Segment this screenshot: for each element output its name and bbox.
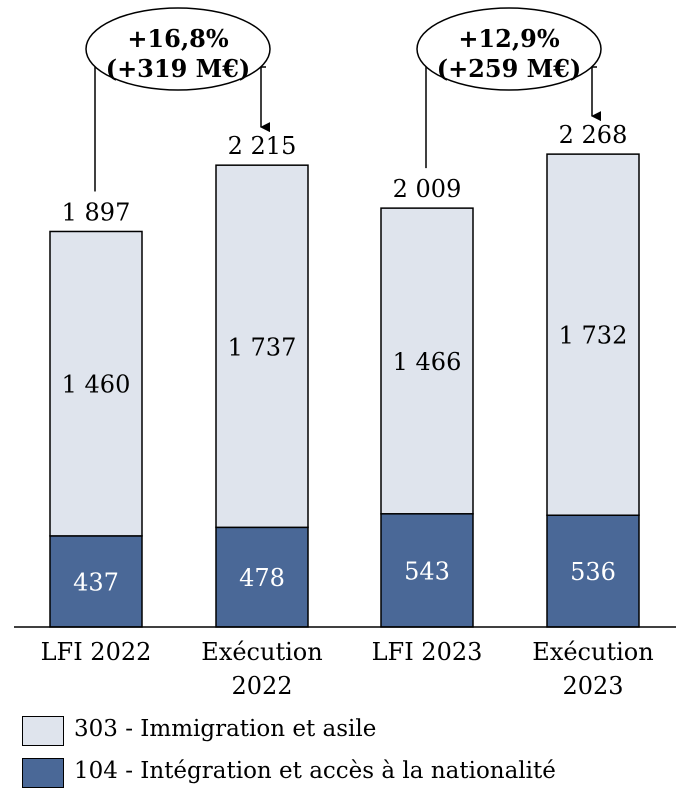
data-label-303: 1 732 [559, 322, 628, 350]
category-label: LFI 2022 [41, 638, 152, 666]
bar-segment-303 [49, 230, 143, 537]
annotation-ellipse [416, 7, 602, 91]
category-label: 2022 [231, 672, 292, 700]
data-label-303: 1 466 [393, 348, 462, 376]
data-label-104: 536 [570, 558, 616, 586]
legend-swatch-303 [22, 716, 64, 746]
data-label-104: 543 [404, 557, 450, 585]
data-label-303: 1 737 [228, 333, 297, 361]
legend-item-104: 104 - Intégration et accès à la national… [22, 756, 682, 790]
bar-segment-303 [215, 164, 309, 529]
legend-swatch-104 [22, 758, 64, 788]
data-label-303: 1 460 [62, 371, 131, 399]
annotation-ellipse [85, 7, 271, 91]
annotation-arrow [260, 66, 270, 133]
category-label: Exécution [201, 638, 322, 666]
legend-label-303: 303 - Immigration et asile [74, 716, 377, 742]
total-label: 2 268 [559, 121, 628, 149]
bar-segment-303 [380, 207, 474, 515]
category-label: Exécution [532, 638, 653, 666]
total-label: 1 897 [62, 198, 131, 226]
category-label: 2023 [562, 672, 623, 700]
annotation-text: +12,9% [458, 24, 560, 53]
bar-segment-303 [546, 153, 640, 516]
bar-segment-104 [49, 535, 143, 628]
category-label: LFI 2023 [372, 638, 483, 666]
annotation-text: (+319 M€) [106, 54, 251, 83]
data-label-104: 478 [239, 564, 285, 592]
total-label: 2 009 [393, 175, 462, 203]
legend-label-104: 104 - Intégration et accès à la national… [74, 758, 556, 784]
total-label: 2 215 [228, 132, 297, 160]
legend-item-303: 303 - Immigration et asile [22, 714, 682, 748]
annotation-text: (+259 M€) [437, 54, 582, 83]
annotation-text: +16,8% [127, 24, 229, 53]
data-label-104: 437 [73, 568, 119, 596]
annotation-arrow [591, 66, 601, 122]
